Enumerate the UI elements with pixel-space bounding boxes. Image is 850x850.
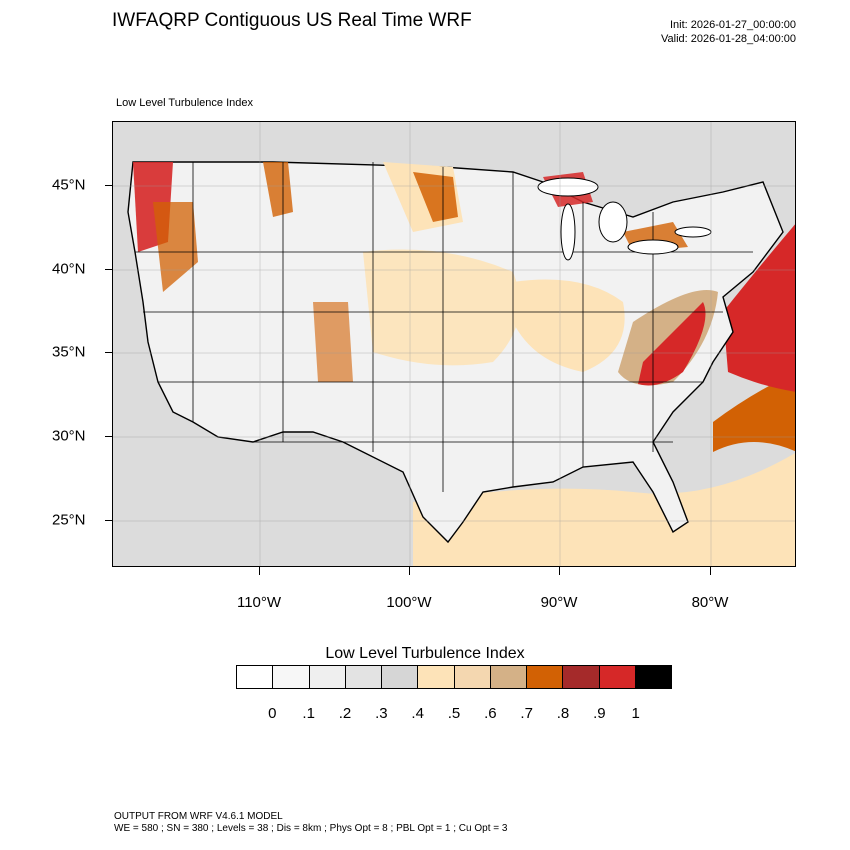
- model-config: WE = 580 ; SN = 380 ; Levels = 38 ; Dis …: [114, 823, 508, 834]
- lon-label-100w: 100°W: [386, 594, 432, 611]
- valid-time: Valid: 2026-01-28_04:00:00: [661, 33, 796, 45]
- colorbar: [236, 665, 672, 689]
- rockies-south-orange: [313, 302, 353, 382]
- lat-label-25n: 25°N: [52, 511, 86, 529]
- colorbar-label: .2: [338, 705, 352, 722]
- graticule: [113, 122, 795, 566]
- field-subtitle: Low Level Turbulence Index: [116, 97, 253, 109]
- lat-tick-25n: [105, 520, 112, 521]
- colorbar-cell: [344, 665, 382, 689]
- cascades-orange: [153, 202, 198, 292]
- turbulence-map: [112, 121, 796, 567]
- lon-label-90w: 90°W: [540, 594, 578, 611]
- colorbar-cell: [417, 665, 455, 689]
- dakota-orange: [413, 172, 458, 222]
- colorbar-label: .1: [302, 705, 315, 722]
- model-info: OUTPUT FROM WRF V4.6.1 MODEL: [114, 811, 283, 822]
- lat-label-35n: 35°N: [52, 343, 86, 361]
- lat-tick-35n: [105, 352, 112, 353]
- colorbar-cell: [381, 665, 419, 689]
- colorbar-label: .8: [556, 705, 570, 722]
- lon-label-80w: 80°W: [691, 594, 729, 611]
- colorbar-label: 1: [631, 705, 640, 722]
- lat-label-45n: 45°N: [52, 176, 86, 194]
- colorbar-cell: [634, 665, 672, 689]
- init-time: Init: 2026-01-27_00:00:00: [670, 19, 796, 31]
- colorbar-cell: [526, 665, 564, 689]
- atlantic-orange-band: [713, 372, 795, 452]
- state-boundaries: [135, 162, 753, 492]
- atlantic-red-region: [723, 224, 795, 392]
- colorbar-cell: [308, 665, 346, 689]
- colorbar-label: 0: [268, 705, 277, 722]
- map-canvas: [113, 122, 795, 566]
- gulf-shading: [413, 453, 795, 566]
- colorbar-label: .3: [375, 705, 388, 722]
- lon-tick-110w: [259, 567, 260, 575]
- plains-tan: [363, 249, 520, 366]
- lat-tick-30n: [105, 436, 112, 437]
- lon-tick-90w: [559, 567, 560, 575]
- colorbar-cell: [236, 665, 274, 689]
- appalachia-red: [638, 302, 706, 386]
- colorbar-label: .4: [411, 705, 424, 722]
- plot-title: IWFAQRP Contiguous US Real Time WRF: [112, 10, 472, 31]
- great-lakes: [537, 177, 712, 261]
- midwest-tan: [513, 279, 625, 372]
- lat-label-40n: 40°N: [52, 260, 86, 278]
- colorbar-cell: [598, 665, 636, 689]
- colorbar-title: Low Level Turbulence Index: [325, 645, 525, 662]
- lon-label-110w: 110°W: [236, 594, 282, 611]
- colorbar-label: .7: [520, 705, 533, 722]
- lat-tick-40n: [105, 269, 112, 270]
- colorbar-cell: [453, 665, 491, 689]
- colorbar-label: .6: [484, 705, 497, 722]
- lat-label-30n: 30°N: [52, 427, 86, 445]
- lon-tick-80w: [710, 567, 711, 575]
- colorbar-cell: [562, 665, 600, 689]
- colorbar-label: .9: [593, 705, 606, 722]
- rockies-north-orange: [263, 162, 293, 217]
- lat-tick-45n: [105, 185, 112, 186]
- colorbar-cell: [272, 665, 310, 689]
- colorbar-label: .5: [447, 705, 461, 722]
- colorbar-cell: [489, 665, 527, 689]
- lon-tick-100w: [409, 567, 410, 575]
